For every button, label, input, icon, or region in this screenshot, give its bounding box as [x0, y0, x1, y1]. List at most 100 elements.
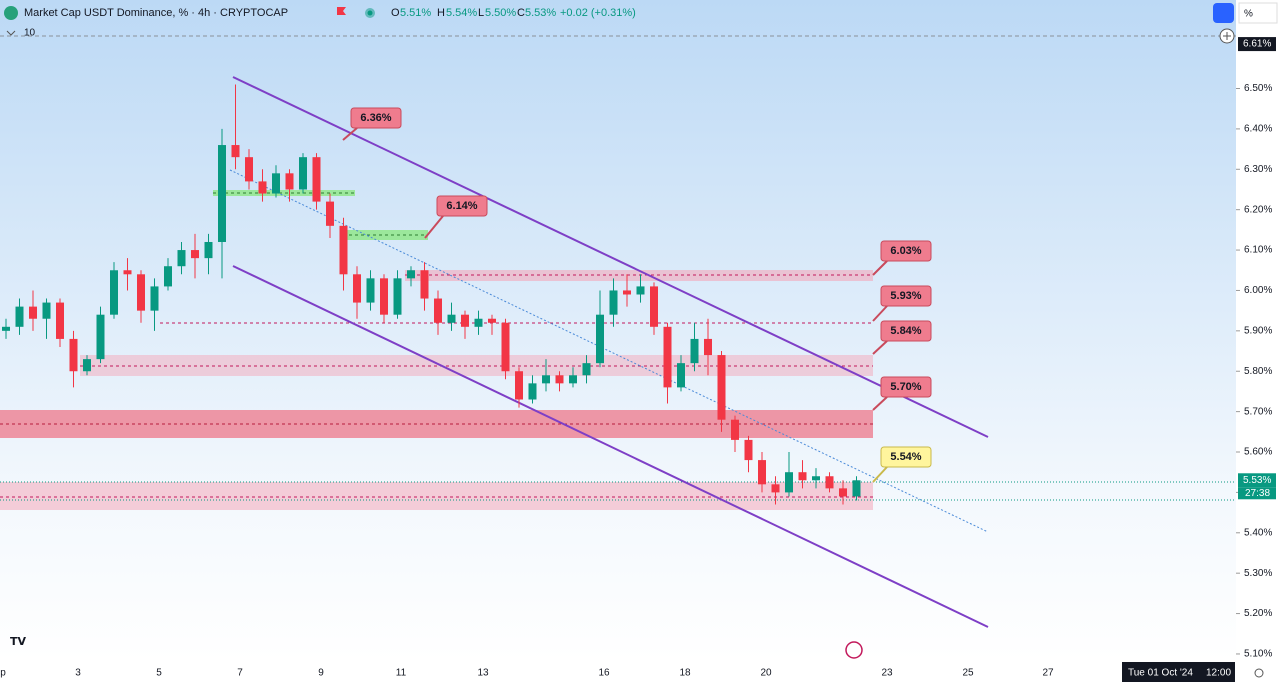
annotation-label: 6.14%: [446, 200, 477, 212]
annotation-box: [436, 195, 488, 217]
candle-body: [123, 270, 132, 275]
price-tick-label: 5.40%: [1244, 527, 1272, 538]
logo: 𝗧𝗩: [10, 636, 27, 648]
time-label: 27: [1042, 668, 1054, 679]
candle-body: [191, 250, 199, 259]
candle-body: [204, 241, 213, 259]
annotations: 6.36% 6.14% 6.03% 5.93% 5.84% 5.70% 5.54%: [342, 107, 932, 483]
candle-body: [596, 314, 604, 364]
candle-body: [164, 266, 172, 287]
price-tick-label: 6.50%: [1244, 83, 1272, 94]
zone: [0, 410, 873, 438]
last-price: 5.53%: [1243, 475, 1271, 486]
indicator-label: 10: [24, 28, 36, 39]
candle-body: [623, 290, 631, 295]
candle-body: [56, 302, 64, 339]
ohlc-value: 5.51%: [400, 7, 431, 19]
candle-body: [299, 157, 307, 190]
candle-body: [393, 278, 402, 315]
flag-icon[interactable]: [337, 7, 346, 15]
candle-body: [15, 306, 24, 327]
time-axis-background: [0, 660, 1280, 685]
crosshair-date-bg: [1122, 662, 1235, 682]
time-label: 3: [75, 668, 81, 679]
candle-body: [569, 375, 577, 384]
zone: [0, 482, 873, 510]
candle-body: [420, 270, 429, 299]
ohlc-key: L: [478, 7, 484, 19]
ohlc-key: C: [517, 7, 525, 19]
ohlc-key: O: [391, 7, 400, 19]
candle-body: [839, 488, 847, 497]
annotation-box: [880, 320, 932, 342]
time-label: 23: [881, 668, 893, 679]
annotation-label: 6.36%: [360, 112, 391, 124]
candle-body: [407, 270, 415, 279]
annotation-box: [880, 285, 932, 307]
candle-body: [69, 338, 78, 372]
ohlc-key: H: [437, 7, 445, 19]
candle-body: [218, 145, 226, 242]
auto-button[interactable]: [1213, 3, 1234, 23]
annotation-label: 5.84%: [890, 325, 921, 337]
candle-body: [272, 173, 280, 194]
candle-body: [447, 314, 456, 323]
candle-body: [582, 363, 591, 376]
candle-body: [231, 145, 240, 158]
annotation-box: [880, 376, 932, 398]
candle-body: [285, 173, 294, 190]
channel-upper: [232, 76, 989, 438]
price-tick-label: 6.00%: [1244, 285, 1272, 296]
time-label: 25: [962, 668, 974, 679]
price-tick-label: 5.10%: [1244, 649, 1272, 660]
candle-body: [258, 181, 267, 194]
candle-body: [137, 274, 145, 311]
scale-button[interactable]: [1238, 2, 1278, 24]
price-tick-label: 6.40%: [1244, 124, 1272, 135]
candle-body: [501, 322, 510, 372]
price-tick-label: 5.80%: [1244, 366, 1272, 377]
candle-body: [650, 286, 658, 327]
time-label: 9: [318, 668, 324, 679]
time-label: 11: [396, 668, 407, 679]
candle-body: [825, 476, 834, 489]
crosshair-time: 12:00: [1206, 668, 1231, 679]
annotation-label: 5.93%: [890, 290, 921, 302]
scale-label[interactable]: %: [1244, 9, 1253, 20]
collapse-icon[interactable]: [6, 30, 16, 36]
candle-body: [704, 338, 712, 356]
crosshair-date: Tue 01 Oct '24: [1128, 668, 1193, 679]
annotation-pointer: [872, 466, 888, 483]
candle-body: [353, 274, 361, 303]
candle-body: [29, 306, 37, 319]
channel-lower: [232, 265, 989, 628]
time-label: p: [0, 668, 6, 679]
candle-body: [744, 439, 753, 461]
candle-body: [42, 302, 51, 319]
annotation-box: [880, 446, 932, 468]
status-dot: [367, 10, 373, 16]
price-tick-label: 6.10%: [1244, 245, 1272, 256]
channel-mid: [229, 169, 989, 533]
annotation-pointer: [424, 215, 444, 239]
candle-body: [177, 250, 186, 267]
ohlc-value: 5.53%: [525, 7, 556, 19]
annotation-pointer: [872, 340, 888, 355]
price-tick-label: 6.20%: [1244, 204, 1272, 215]
candle-body: [542, 375, 550, 384]
candle-body: [245, 157, 253, 182]
time-label: 13: [477, 668, 489, 679]
time-label: 5: [156, 668, 162, 679]
time-label: 7: [237, 668, 243, 679]
candle-body: [434, 298, 442, 323]
time-label: 18: [679, 668, 691, 679]
annotation-box: [350, 107, 402, 129]
price-tick-label: 5.30%: [1244, 568, 1272, 579]
settings-icon[interactable]: [1254, 668, 1264, 678]
last-price-bg: [1238, 473, 1276, 488]
candle-body: [110, 270, 118, 315]
plus-icon: [1223, 32, 1231, 40]
event-icon[interactable]: [845, 641, 863, 659]
